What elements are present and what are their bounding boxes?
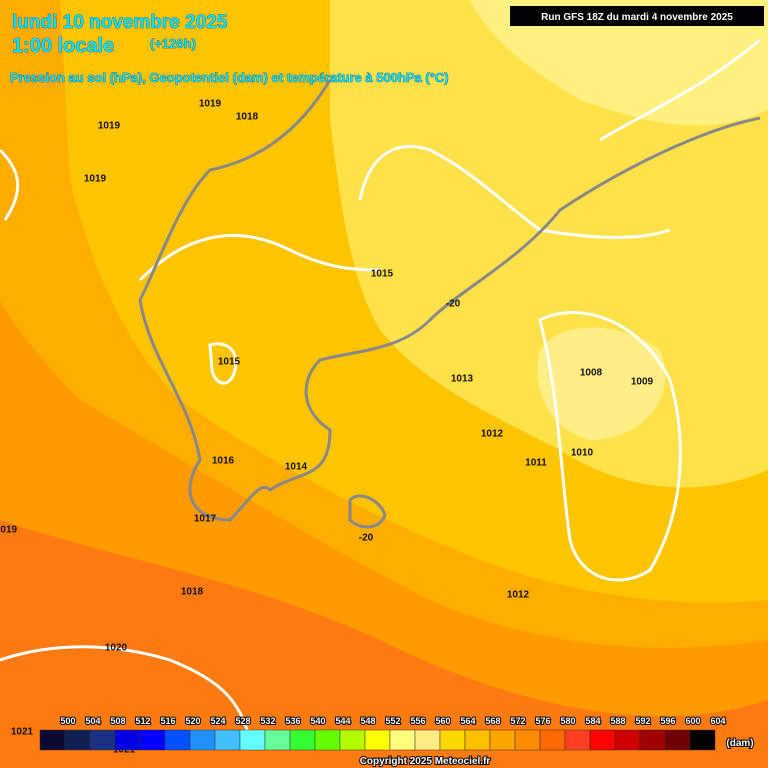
colorbar-label: 536 (285, 716, 300, 726)
colorbar-label: 556 (410, 716, 425, 726)
colorbar-label: 576 (535, 716, 550, 726)
colorbar-swatch (264, 729, 291, 751)
isobar-label: 1015 (218, 357, 241, 368)
colorbar-label: 516 (160, 716, 175, 726)
colorbar-label: 532 (260, 716, 275, 726)
run-box (510, 6, 764, 26)
time: 1:00 locale (12, 35, 114, 57)
colorbar-label: 520 (185, 716, 200, 726)
colorbar-label: 504 (85, 716, 100, 726)
isobar-label: 1013 (451, 374, 474, 385)
zone (537, 327, 666, 440)
colorbar-swatch (314, 729, 341, 751)
temperature-label: -20 (359, 533, 374, 544)
colorbar-swatch (439, 729, 466, 751)
colorbar-swatch (114, 729, 141, 751)
labels: 1019 1018 1019 1019 1015 1015 1013 1008 1009 1012… (0, 99, 654, 756)
colorbar-swatch (564, 729, 591, 751)
colorbar-swatch (389, 729, 416, 751)
colorbar-swatch (339, 729, 366, 751)
isobar-label: 1010 (571, 448, 594, 459)
isobar-label: 1011 (525, 458, 547, 469)
colorbar-swatch (639, 729, 666, 751)
colorbar-label: 500 (60, 716, 75, 726)
colorbar-label: 600 (685, 716, 700, 726)
isobar-label: 1012 (481, 429, 504, 440)
isobar-label: 1019 (84, 174, 107, 185)
colorbar-label: 580 (560, 716, 575, 726)
colorbar-label: 596 (660, 716, 675, 726)
colorbar-swatch (289, 729, 316, 751)
colorbar-label: 508 (110, 716, 125, 726)
colorbar-swatch (489, 729, 516, 751)
isobar-label: 1019 (199, 99, 222, 110)
isobar-label: 1019 (98, 121, 121, 132)
colorbar-label: 568 (485, 716, 500, 726)
colorbar-swatch (664, 729, 691, 751)
temperature-label: -20 (446, 299, 461, 310)
isobar-label: 1019 (0, 525, 18, 536)
isobar-label: 1012 (507, 590, 530, 601)
colorbar-label: 564 (460, 716, 475, 726)
colorbar-label: 512 (135, 716, 150, 726)
colorbar-swatch (464, 729, 491, 751)
colorbar-swatch (239, 729, 266, 751)
colorbar-label: 544 (335, 716, 350, 726)
isobar-label: 1017 (194, 514, 217, 525)
colorbar-label: 584 (585, 716, 600, 726)
colorbar-swatch (139, 729, 166, 751)
colorbar-label: 592 (635, 716, 650, 726)
lead-time: (+126h) (150, 36, 196, 51)
colorbar-swatch (514, 729, 541, 751)
colorbar-label: 540 (310, 716, 325, 726)
colorbar-swatch (689, 729, 716, 751)
colorbar-swatch (64, 729, 91, 751)
isobar-label: 1016 (212, 456, 235, 467)
colorbar-label: 548 (360, 716, 375, 726)
colorbar-swatch (89, 729, 116, 751)
colorbar-swatch (189, 729, 216, 751)
isobar-label: 1018 (236, 112, 259, 123)
colorbar-swatch (364, 729, 391, 751)
colorbar-label: 552 (385, 716, 400, 726)
colorbar-swatch (414, 729, 441, 751)
colorbar-swatch (614, 729, 641, 751)
geopotential-lines (138, 79, 761, 529)
copyright: Copyright 2025 Meteociel.fr (360, 756, 491, 767)
isobar-label: 1015 (371, 269, 394, 280)
isobar-label: 1014 (285, 462, 308, 473)
colorbar-label: 604 (710, 716, 725, 726)
colorbar-swatch (589, 729, 616, 751)
subtitle: Pression au sol (hPa), Geopotentiel (dam… (10, 70, 449, 85)
isobar-label: 1009 (631, 377, 654, 388)
colorbar-swatch (39, 729, 66, 751)
colorbar-label: 588 (610, 716, 625, 726)
colorbar-swatch (539, 729, 566, 751)
zone (470, 0, 768, 126)
colorbar: 500 504 508 512 516 520 524 528 532 536 540 544 548 5… (39, 715, 727, 751)
title: lundi 10 novembre 2025 (12, 12, 228, 33)
isobar-label: 1020 (105, 643, 128, 654)
colorbar-swatch (214, 729, 241, 751)
colorbar-label: 560 (435, 716, 450, 726)
colorbar-swatch (164, 729, 191, 751)
isobars (0, 38, 761, 741)
colorbar-label: 572 (510, 716, 525, 726)
colorbar-label: 528 (235, 716, 250, 726)
run-label: Run GFS 18Z du mardi 4 novembre 2025 (541, 12, 733, 23)
isobar-label: 1008 (580, 368, 603, 379)
colorbar-unit: (dam) (726, 738, 753, 749)
colorbar-label: 524 (210, 716, 225, 726)
isobar-label: 1018 (181, 587, 204, 598)
isobar-label: 1021 (11, 727, 34, 738)
